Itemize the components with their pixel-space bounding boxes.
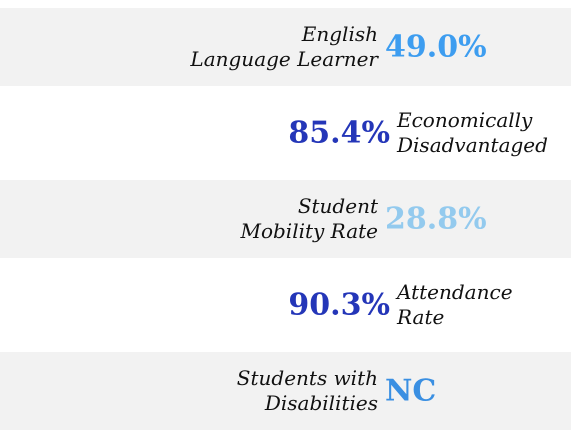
stat-row: Attendance Rate 90.3% bbox=[0, 266, 571, 344]
stat-label: Attendance Rate bbox=[397, 280, 513, 330]
label-line: Disabilities bbox=[264, 391, 378, 415]
label-line: Student bbox=[297, 194, 378, 218]
stat-row: Students with Disabilities NC bbox=[0, 352, 571, 430]
stat-value: 49.0% bbox=[385, 29, 487, 65]
stat-value: 85.4% bbox=[288, 115, 390, 151]
stat-value: 90.3% bbox=[288, 287, 390, 323]
label-line: Disadvantaged bbox=[397, 133, 548, 157]
stat-label: Students with Disabilities bbox=[237, 366, 378, 416]
label-line: Economically bbox=[397, 108, 533, 132]
label-line: English bbox=[301, 22, 378, 46]
label-line: Rate bbox=[397, 305, 445, 329]
label-line: Mobility Rate bbox=[240, 219, 378, 243]
stat-value: 28.8% bbox=[385, 201, 487, 237]
label-line: Attendance bbox=[397, 280, 513, 304]
stat-row: Economically Disadvantaged 85.4% bbox=[0, 94, 571, 172]
label-line: Students with bbox=[236, 366, 378, 390]
stat-row: English Language Learner 49.0% bbox=[0, 8, 571, 86]
stat-label: Economically Disadvantaged bbox=[397, 108, 548, 158]
stat-value: NC bbox=[385, 373, 437, 409]
stat-row: Student Mobility Rate 28.8% bbox=[0, 180, 571, 258]
label-line: Language Learner bbox=[190, 47, 378, 71]
stat-label: Student Mobility Rate bbox=[240, 194, 378, 244]
stat-label: English Language Learner bbox=[190, 22, 378, 72]
